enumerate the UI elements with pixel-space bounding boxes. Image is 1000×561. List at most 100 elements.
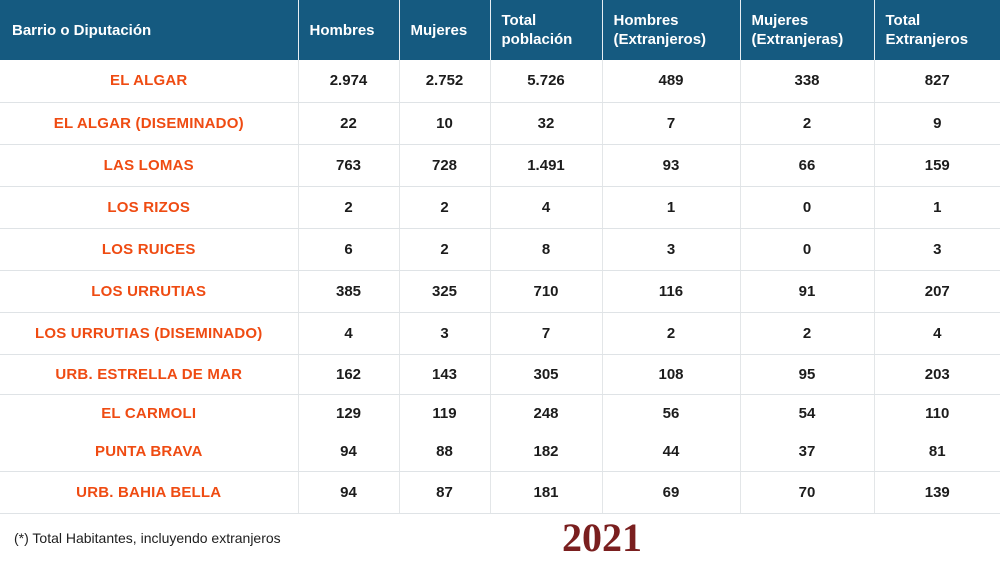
cell-mujeres: 2 (399, 228, 491, 271)
barrio-name: LOS URRUTIAS (DISEMINADO) (0, 312, 299, 355)
cell-hombres: 22 (298, 102, 400, 145)
cell-mujeres: 2 (399, 186, 491, 229)
cell-total-poblacion: 1.491 (490, 144, 603, 187)
header-line: Total (885, 12, 921, 29)
table-row: PUNTA BRAVA 94 88 182 44 37 81 (0, 432, 1000, 472)
table-row: URB. BAHIA BELLA 94 87 181 69 70 139 (0, 471, 1000, 514)
table-row: EL CARMOLI 129 119 248 56 54 110 (0, 394, 1000, 432)
header-row: Barrio o Diputación Hombres Mujeres Tota… (0, 0, 1000, 60)
header-line: Extranjeros (885, 31, 969, 48)
cell-mujeres: 143 (399, 354, 491, 395)
header-total-poblacion: Total población (490, 0, 603, 60)
table-row: URB. ESTRELLA DE MAR 162 143 305 108 95 … (0, 354, 1000, 395)
barrio-name: URB. BAHIA BELLA (0, 471, 299, 514)
table-body: EL ALGAR 2.974 2.752 5.726 489 338 827 E… (0, 60, 1000, 514)
cell-total-poblacion: 32 (490, 102, 603, 145)
barrio-name: LOS RIZOS (0, 186, 299, 229)
cell-mujeres: 3 (399, 312, 491, 355)
header-barrio: Barrio o Diputación (0, 0, 299, 60)
cell-mujeres-extranjeras: 37 (740, 432, 875, 472)
cell-total-poblacion: 4 (490, 186, 603, 229)
table-row: LAS LOMAS 763 728 1.491 93 66 159 (0, 144, 1000, 187)
cell-mujeres: 88 (399, 432, 491, 472)
cell-hombres: 94 (298, 471, 400, 514)
cell-mujeres-extranjeras: 0 (740, 228, 875, 271)
cell-hombres: 2.974 (298, 60, 400, 103)
barrio-name: PUNTA BRAVA (0, 432, 299, 472)
cell-hombres-extranjeros: 56 (602, 394, 741, 432)
cell-hombres-extranjeros: 7 (602, 102, 741, 145)
header-line: (Extranjeros) (613, 31, 707, 48)
cell-mujeres-extranjeras: 0 (740, 186, 875, 229)
cell-mujeres: 2.752 (399, 60, 491, 103)
barrio-name: LOS RUICES (0, 228, 299, 271)
header-line: Hombres (613, 12, 679, 29)
cell-mujeres: 728 (399, 144, 491, 187)
header-mujeres-extranjeras: Mujeres (Extranjeras) (740, 0, 875, 60)
cell-total-extranjeros: 3 (874, 228, 1000, 271)
cell-total-poblacion: 248 (490, 394, 603, 432)
header-line: Mujeres (751, 12, 809, 29)
year-label: 2021 (562, 515, 642, 560)
cell-total-poblacion: 710 (490, 270, 603, 313)
cell-total-poblacion: 5.726 (490, 60, 603, 103)
cell-total-extranjeros: 139 (874, 471, 1000, 514)
barrio-name: EL ALGAR (0, 60, 299, 103)
cell-mujeres-extranjeras: 91 (740, 270, 875, 313)
cell-hombres: 763 (298, 144, 400, 187)
table-row: LOS RUICES 6 2 8 3 0 3 (0, 228, 1000, 271)
cell-hombres: 6 (298, 228, 400, 271)
header-hombres: Hombres (298, 0, 400, 60)
cell-hombres-extranjeros: 116 (602, 270, 741, 313)
footnote: (*) Total Habitantes, incluyendo extranj… (14, 530, 281, 546)
cell-mujeres: 87 (399, 471, 491, 514)
cell-mujeres-extranjeras: 338 (740, 60, 875, 103)
cell-total-extranjeros: 207 (874, 270, 1000, 313)
header-line: Total (501, 12, 537, 29)
cell-hombres-extranjeros: 2 (602, 312, 741, 355)
cell-total-poblacion: 8 (490, 228, 603, 271)
cell-mujeres-extranjeras: 2 (740, 102, 875, 145)
cell-total-extranjeros: 81 (874, 432, 1000, 472)
barrio-name: LOS URRUTIAS (0, 270, 299, 313)
cell-hombres-extranjeros: 489 (602, 60, 741, 103)
header-line: población (501, 31, 573, 48)
cell-hombres-extranjeros: 69 (602, 471, 741, 514)
header-hombres-extranjeros: Hombres (Extranjeros) (602, 0, 741, 60)
cell-mujeres: 10 (399, 102, 491, 145)
population-table-container: Barrio o Diputación Hombres Mujeres Tota… (0, 0, 1000, 514)
header-total-extranjeros: Total Extranjeros (874, 0, 1000, 60)
cell-mujeres-extranjeras: 95 (740, 354, 875, 395)
barrio-name: EL CARMOLI (0, 394, 299, 432)
cell-total-extranjeros: 159 (874, 144, 1000, 187)
header-barrio-label: Barrio o Diputación (12, 21, 152, 39)
cell-hombres-extranjeros: 3 (602, 228, 741, 271)
cell-hombres: 129 (298, 394, 400, 432)
header-mujeres-label: Mujeres (410, 21, 468, 39)
header-hombres-label: Hombres (309, 21, 375, 39)
table-header: Barrio o Diputación Hombres Mujeres Tota… (0, 0, 1000, 60)
cell-total-poblacion: 181 (490, 471, 603, 514)
cell-hombres-extranjeros: 44 (602, 432, 741, 472)
cell-total-poblacion: 305 (490, 354, 603, 395)
table-row: LOS RIZOS 2 2 4 1 0 1 (0, 186, 1000, 229)
cell-hombres: 94 (298, 432, 400, 472)
population-table: Barrio o Diputación Hombres Mujeres Tota… (0, 0, 1000, 514)
barrio-name: URB. ESTRELLA DE MAR (0, 354, 299, 395)
cell-hombres: 162 (298, 354, 400, 395)
cell-mujeres-extranjeras: 54 (740, 394, 875, 432)
barrio-name: EL ALGAR (DISEMINADO) (0, 102, 299, 145)
barrio-name: LAS LOMAS (0, 144, 299, 187)
table-row: EL ALGAR 2.974 2.752 5.726 489 338 827 (0, 60, 1000, 103)
cell-total-extranjeros: 827 (874, 60, 1000, 103)
header-line: (Extranjeras) (751, 31, 844, 48)
cell-total-poblacion: 182 (490, 432, 603, 472)
cell-hombres: 2 (298, 186, 400, 229)
cell-hombres-extranjeros: 1 (602, 186, 741, 229)
cell-hombres-extranjeros: 93 (602, 144, 741, 187)
cell-hombres-extranjeros: 108 (602, 354, 741, 395)
cell-total-extranjeros: 4 (874, 312, 1000, 355)
cell-total-extranjeros: 1 (874, 186, 1000, 229)
cell-total-poblacion: 7 (490, 312, 603, 355)
cell-total-extranjeros: 9 (874, 102, 1000, 145)
